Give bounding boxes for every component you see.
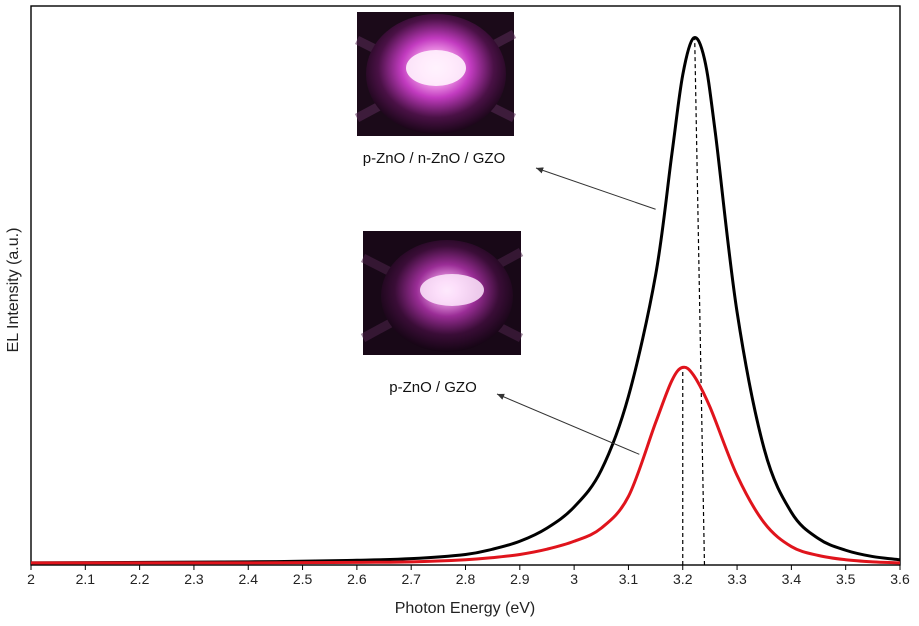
series-group bbox=[30, 36, 901, 565]
x-tick-label: 2.9 bbox=[510, 571, 530, 587]
x-tick-label: 2.8 bbox=[456, 571, 476, 587]
x-tick-label: 3.6 bbox=[890, 571, 910, 587]
x-tick-label: 2.1 bbox=[76, 571, 96, 587]
x-tick-label: 3 bbox=[570, 571, 578, 587]
x-tick-label: 3.5 bbox=[836, 571, 856, 587]
y-axis-title: EL Intensity (a.u.) bbox=[5, 228, 22, 353]
annotation-label-top: p-ZnO / n-ZnO / GZO bbox=[363, 150, 506, 167]
annotation-arrow-top bbox=[535, 167, 656, 210]
x-tick-label: 2.7 bbox=[401, 571, 421, 587]
annotation-label-bottom: p-ZnO / GZO bbox=[389, 379, 477, 396]
x-tick-label: 3.3 bbox=[727, 571, 747, 587]
x-tick-label: 2.4 bbox=[239, 571, 259, 587]
x-tick-label: 3.2 bbox=[673, 571, 693, 587]
x-axis-title: Photon Energy (eV) bbox=[395, 600, 536, 617]
x-tick-label: 2.3 bbox=[184, 571, 204, 587]
inset-photo-bottom bbox=[360, 231, 524, 355]
peak-reference-line-0 bbox=[694, 37, 706, 566]
x-axis-ticks: 2 2.1 2.2 2.3 2.4 2.5 2.6 2.7 2.8 2.9 3 3.1 3.2 3.3 3.… bbox=[27, 565, 910, 587]
series-line-1 bbox=[30, 365, 901, 565]
inset-photo-top bbox=[354, 12, 517, 136]
x-tick-label: 2.6 bbox=[347, 571, 367, 587]
x-tick-label: 2.2 bbox=[130, 571, 150, 587]
series-line-0 bbox=[30, 36, 901, 565]
x-tick-label: 2.5 bbox=[293, 571, 313, 587]
x-tick-label: 2 bbox=[27, 571, 35, 587]
peak-reference-lines bbox=[682, 37, 706, 566]
annotation-arrow-bottom bbox=[496, 393, 640, 455]
x-tick-label: 3.4 bbox=[782, 571, 802, 587]
x-tick-label: 3.1 bbox=[619, 571, 639, 587]
